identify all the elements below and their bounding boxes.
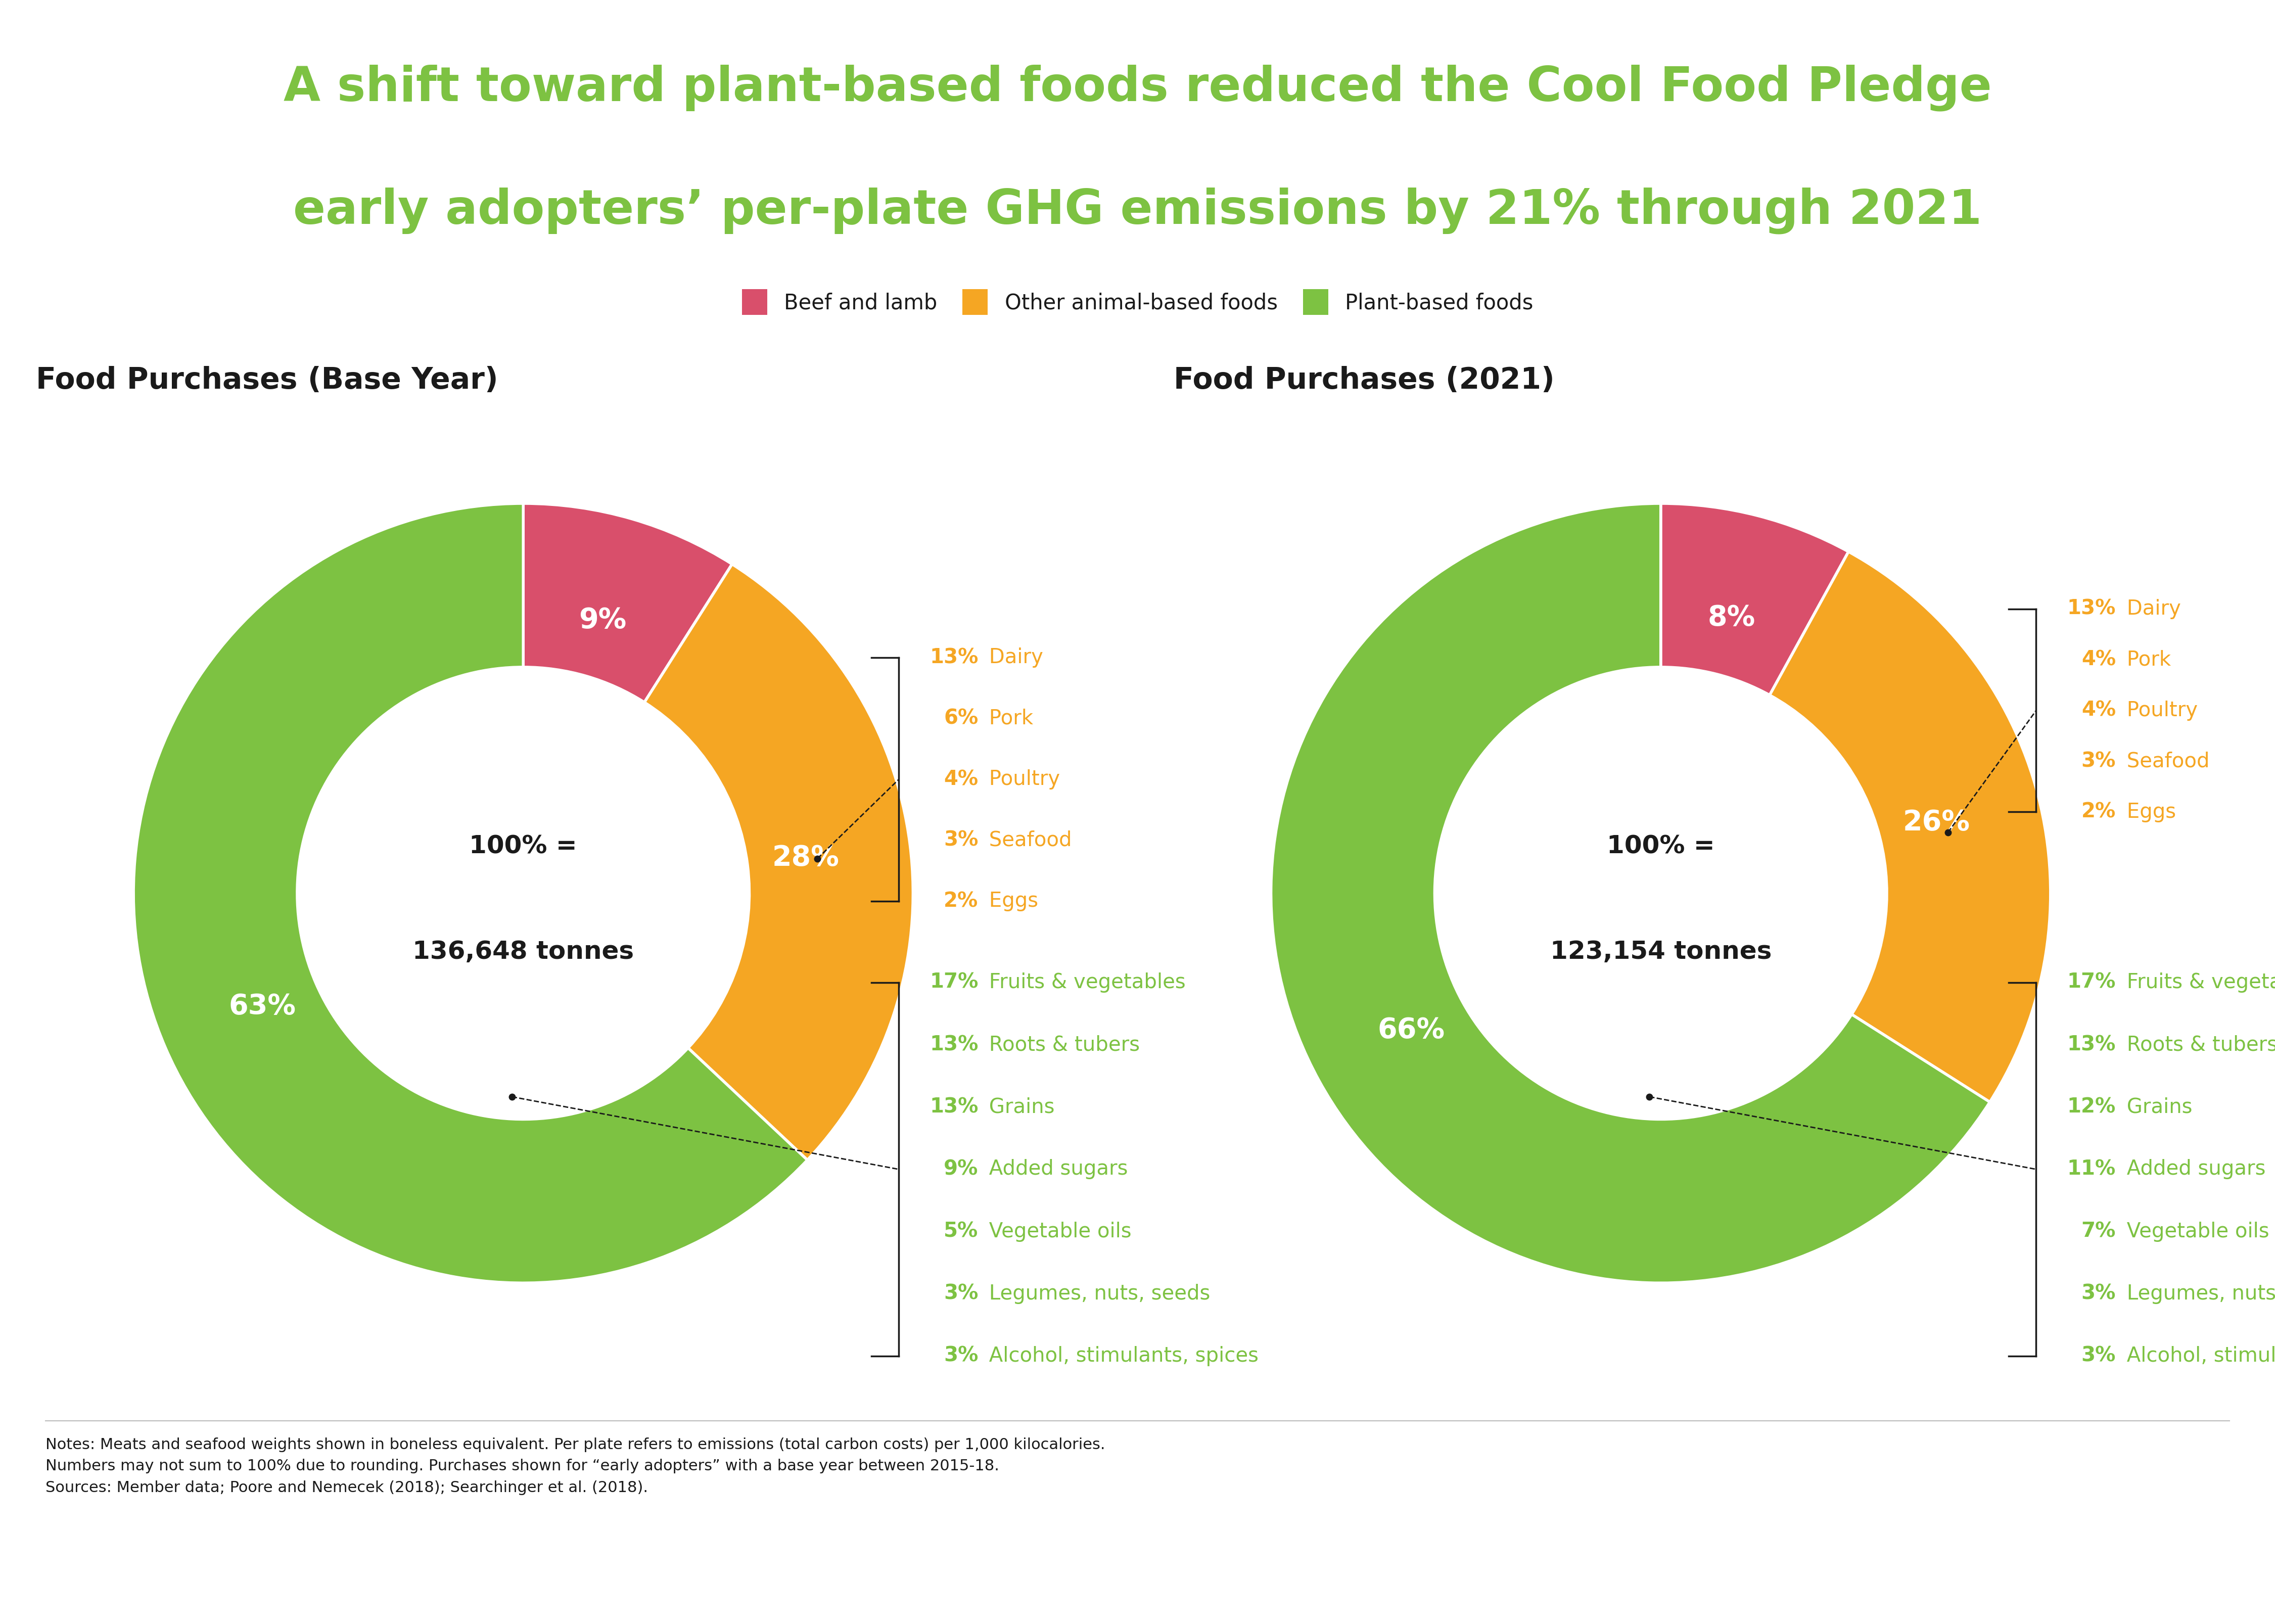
Text: 100% =: 100% = [469,835,578,859]
Text: Grains: Grains [2120,1096,2193,1117]
Text: 3%: 3% [2082,1346,2116,1366]
Text: Legumes, nuts, seeds: Legumes, nuts, seeds [2120,1283,2275,1304]
Text: Dairy: Dairy [2120,599,2182,619]
Text: Added sugars: Added sugars [983,1160,1128,1179]
Text: 8%: 8% [1709,604,1756,632]
Wedge shape [1272,503,1991,1283]
Text: Pork: Pork [983,708,1033,729]
Text: Roots & tubers: Roots & tubers [983,1034,1140,1056]
Text: Roots & tubers: Roots & tubers [2120,1034,2275,1056]
Text: 12%: 12% [2068,1096,2116,1117]
Text: Eggs: Eggs [2120,802,2175,822]
Text: Eggs: Eggs [983,892,1037,911]
Text: 123,154 tonnes: 123,154 tonnes [1549,940,1772,963]
Text: Vegetable oils: Vegetable oils [2120,1221,2268,1242]
Text: 13%: 13% [930,1034,978,1056]
Text: 6%: 6% [944,708,978,729]
Text: Dairy: Dairy [983,648,1044,667]
Text: 136,648 tonnes: 136,648 tonnes [412,940,635,963]
Text: 63%: 63% [228,992,296,1020]
Text: 2%: 2% [944,892,978,911]
Text: 3%: 3% [2082,752,2116,771]
Text: Alcohol, stimulants, spices: Alcohol, stimulants, spices [983,1346,1258,1366]
Text: 9%: 9% [578,606,626,633]
Wedge shape [1770,552,2050,1103]
Text: 13%: 13% [2068,599,2116,619]
Legend: Beef and lamb, Other animal-based foods, Plant-based foods: Beef and lamb, Other animal-based foods,… [735,283,1540,322]
Text: 28%: 28% [771,844,839,870]
Text: Alcohol, stimulants, spices: Alcohol, stimulants, spices [2120,1346,2275,1366]
Text: Legumes, nuts, seeds: Legumes, nuts, seeds [983,1283,1210,1304]
Text: 4%: 4% [944,770,978,789]
Wedge shape [134,503,808,1283]
Text: 13%: 13% [930,1096,978,1117]
Text: 17%: 17% [930,973,978,992]
Text: 11%: 11% [2068,1160,2116,1179]
Text: Fruits & vegetables: Fruits & vegetables [983,973,1185,992]
Text: 4%: 4% [2082,650,2116,669]
Text: 2%: 2% [2082,802,2116,822]
Text: 3%: 3% [944,1346,978,1366]
Text: 7%: 7% [2082,1221,2116,1242]
Text: 3%: 3% [2082,1283,2116,1304]
Text: Food Purchases (Base Year): Food Purchases (Base Year) [36,365,498,395]
Wedge shape [1661,503,1850,695]
Text: Fruits & vegetables: Fruits & vegetables [2120,973,2275,992]
Text: 100% =: 100% = [1606,835,1715,859]
Text: 17%: 17% [2068,973,2116,992]
Wedge shape [644,564,912,1160]
Text: 13%: 13% [930,648,978,667]
Text: early adopters’ per-plate GHG emissions by 21% through 2021: early adopters’ per-plate GHG emissions … [293,187,1982,234]
Text: 13%: 13% [2068,1034,2116,1056]
Text: Grains: Grains [983,1096,1056,1117]
Text: 5%: 5% [944,1221,978,1242]
Text: Poultry: Poultry [2120,700,2198,721]
Text: 3%: 3% [944,1283,978,1304]
Text: 66%: 66% [1379,1017,1445,1044]
Text: Pork: Pork [2120,650,2170,669]
Text: 4%: 4% [2082,700,2116,721]
Text: Notes: Meats and seafood weights shown in boneless equivalent. Per plate refers : Notes: Meats and seafood weights shown i… [46,1437,1106,1496]
Text: Seafood: Seafood [2120,752,2209,771]
Text: Seafood: Seafood [983,830,1072,851]
Text: 26%: 26% [1902,809,1970,836]
Text: 3%: 3% [944,830,978,851]
Wedge shape [523,503,733,702]
Text: Poultry: Poultry [983,770,1060,789]
Text: Added sugars: Added sugars [2120,1160,2266,1179]
Text: A shift toward plant-based foods reduced the Cool Food Pledge: A shift toward plant-based foods reduced… [284,65,1991,112]
Text: Vegetable oils: Vegetable oils [983,1221,1131,1242]
Text: 9%: 9% [944,1160,978,1179]
Text: Food Purchases (2021): Food Purchases (2021) [1174,365,1554,395]
